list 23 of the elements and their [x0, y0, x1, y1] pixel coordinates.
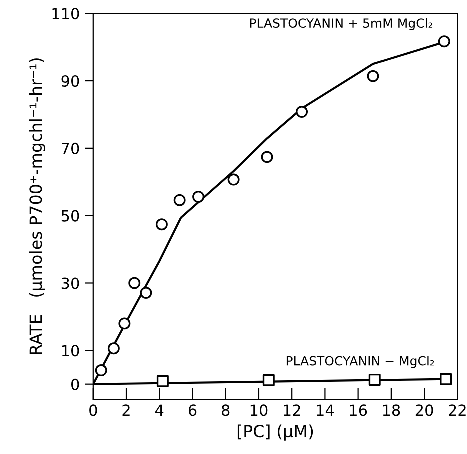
- y-tick-label: 110: [52, 8, 80, 20]
- y-tick-label: 10: [62, 345, 80, 357]
- series-label: PLASTOCYANIN + 5mM MgCl₂: [250, 18, 433, 30]
- series-label: PLASTOCYANIN − MgCl₂: [286, 356, 434, 368]
- x-tick-label: 4: [156, 404, 164, 416]
- y-tick-label: 90: [62, 75, 80, 88]
- x-tick-label: 0: [90, 404, 98, 416]
- y-tick-label: 70: [62, 142, 80, 154]
- x-tick-label: 22: [449, 404, 466, 416]
- x-tick-label: 2: [122, 404, 130, 416]
- x-tick-label: 14: [317, 404, 334, 416]
- y-tick-label: 0: [71, 378, 80, 390]
- x-tick-label: 10: [250, 404, 268, 416]
- x-tick-label: 20: [416, 404, 434, 416]
- x-tick-label: 18: [383, 404, 400, 416]
- y-tick-label: 30: [62, 278, 80, 290]
- x-tick-label: 12: [284, 404, 300, 416]
- x-tick-label: 6: [188, 404, 197, 416]
- y-axis-title: RATE (μmoles P700⁺-mgchl⁻¹-hr⁻¹): [29, 58, 46, 354]
- x-tick-label: 16: [350, 404, 368, 416]
- x-tick-label: 8: [222, 404, 230, 416]
- x-axis-title: [PC] (μM): [238, 424, 314, 441]
- y-tick-label: 50: [62, 210, 80, 222]
